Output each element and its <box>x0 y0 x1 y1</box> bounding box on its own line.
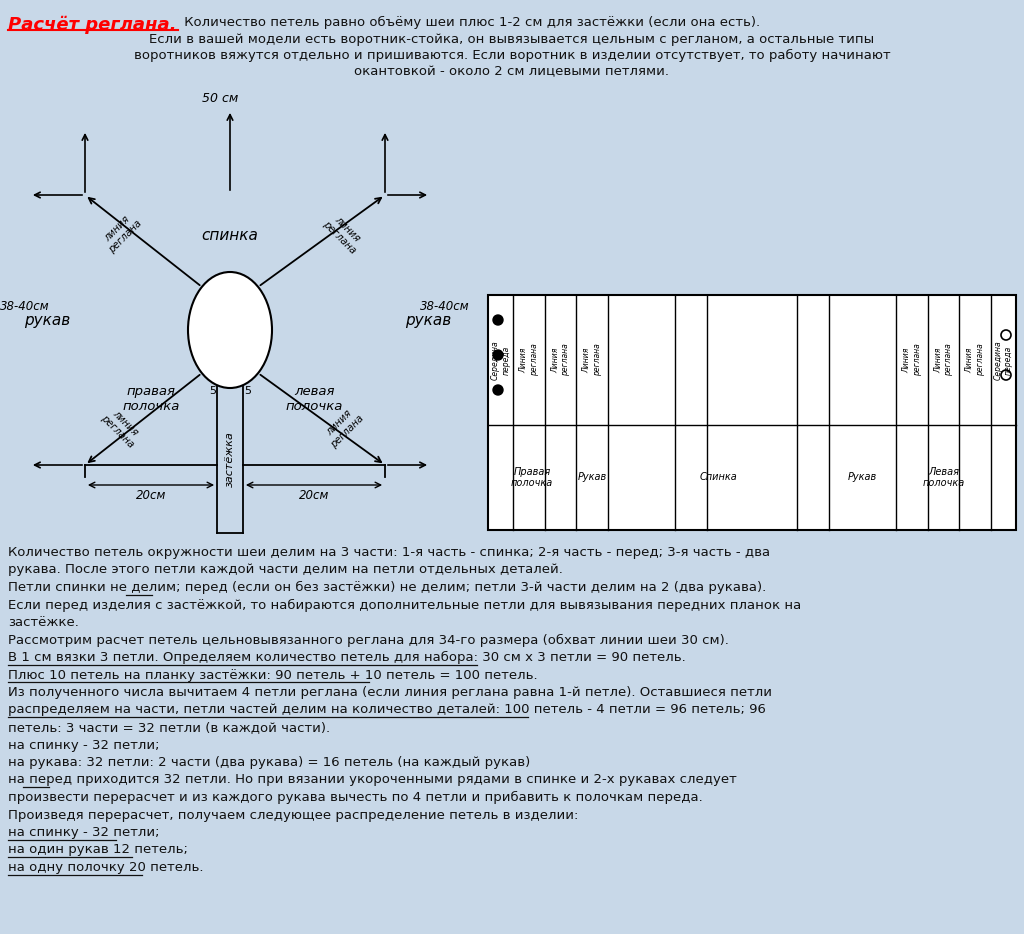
Text: на одну полочку 20 петель.: на одну полочку 20 петель. <box>8 861 204 874</box>
Text: Количество петель окружности шеи делим на 3 части: 1-я часть - спинка; 2-я часть: Количество петель окружности шеи делим н… <box>8 546 770 559</box>
Text: Из полученного числа вычитаем 4 петли реглана (если линия реглана равна 1-й петл: Из полученного числа вычитаем 4 петли ре… <box>8 686 772 699</box>
Text: Правая
полочка: Правая полочка <box>511 467 553 488</box>
Text: Рукав: Рукав <box>578 473 606 483</box>
Text: на спинку - 32 петли;: на спинку - 32 петли; <box>8 739 160 752</box>
Text: 38-40см: 38-40см <box>0 300 50 313</box>
Text: окантовкой - около 2 см лицевыми петлями.: окантовкой - около 2 см лицевыми петлями… <box>354 65 670 78</box>
Text: Плюс 10 петель на планку застёжки: 90 петель + 10 петель = 100 петель.: Плюс 10 петель на планку застёжки: 90 пе… <box>8 669 538 682</box>
Text: Расчёт реглана.: Расчёт реглана. <box>8 16 176 35</box>
Text: петель: 3 части = 32 петли (в каждой части).: петель: 3 части = 32 петли (в каждой час… <box>8 721 330 734</box>
Text: застёжка: застёжка <box>225 432 234 488</box>
Text: Середина
переда: Середина переда <box>993 340 1013 380</box>
Text: Если перед изделия с застёжкой, то набираются дополнительные петли для вывязыван: Если перед изделия с застёжкой, то набир… <box>8 599 801 612</box>
Text: 20см: 20см <box>136 489 166 502</box>
Text: 5: 5 <box>209 386 216 396</box>
Text: распределяем на части, петли частей делим на количество деталей: 100 петель - 4 : распределяем на части, петли частей дели… <box>8 703 766 716</box>
Circle shape <box>493 350 503 360</box>
Text: Линия
реглана: Линия реглана <box>583 344 602 376</box>
Text: Если в вашей модели есть воротник-стойка, он вывязывается цельным с регланом, а : Если в вашей модели есть воротник-стойка… <box>150 33 874 46</box>
Text: на спинку - 32 петли;: на спинку - 32 петли; <box>8 826 160 839</box>
Text: Линия
реглана: Линия реглана <box>902 344 922 376</box>
Ellipse shape <box>188 272 272 388</box>
Circle shape <box>493 385 503 395</box>
Text: застёжке.: застёжке. <box>8 616 79 629</box>
Circle shape <box>493 315 503 325</box>
Text: Линия
реглана: Линия реглана <box>966 344 985 376</box>
Text: Спинка: Спинка <box>699 473 737 483</box>
Text: левая
полочка: левая полочка <box>286 385 343 413</box>
Text: рукав: рукав <box>24 313 70 328</box>
Text: Линия
реглана: Линия реглана <box>934 344 953 376</box>
Text: воротников вяжутся отдельно и пришиваются. Если воротник в изделии отсутствует, : воротников вяжутся отдельно и пришиваютс… <box>134 49 890 62</box>
Text: Линия
реглана: Линия реглана <box>519 344 539 376</box>
Text: Произведя перерасчет, получаем следующее распределение петель в изделии:: Произведя перерасчет, получаем следующее… <box>8 809 579 822</box>
Text: Рукав: Рукав <box>848 473 877 483</box>
Text: 38-40см: 38-40см <box>420 300 470 313</box>
Text: Середина
переда: Середина переда <box>490 340 510 380</box>
Text: линия
реглана: линия реглана <box>322 404 366 449</box>
Text: рукава. После этого петли каждой части делим на петли отдельных деталей.: рукава. После этого петли каждой части д… <box>8 563 563 576</box>
Text: Количество петель равно объёму шеи плюс 1-2 см для застёжки (если она есть).: Количество петель равно объёму шеи плюс … <box>180 16 760 29</box>
Text: линия
реглана: линия реглана <box>99 210 144 255</box>
Text: Рассмотрим расчет петель цельновывязанного реглана для 34-го размера (обхват лин: Рассмотрим расчет петель цельновывязанно… <box>8 633 729 646</box>
Text: 20см: 20см <box>299 489 329 502</box>
Bar <box>488 295 1016 530</box>
Text: рукав: рукав <box>404 313 452 328</box>
Text: В 1 см вязки 3 петли. Определяем количество петель для набора: 30 см х 3 петли =: В 1 см вязки 3 петли. Определяем количес… <box>8 651 686 664</box>
Text: линия
реглана: линия реглана <box>322 210 366 255</box>
Text: спинка: спинка <box>202 228 258 243</box>
Text: Левая
полочка: Левая полочка <box>923 467 965 488</box>
Text: произвести перерасчет и из каждого рукава вычесть по 4 петли и прибавить к полоч: произвести перерасчет и из каждого рукав… <box>8 791 702 804</box>
Text: на рукава: 32 петли: 2 части (два рукава) = 16 петель (на каждый рукав): на рукава: 32 петли: 2 части (два рукава… <box>8 756 530 769</box>
Text: Линия
реглана: Линия реглана <box>551 344 570 376</box>
Text: правая
полочка: правая полочка <box>122 385 179 413</box>
Text: 50 см: 50 см <box>202 92 239 105</box>
Text: Петли спинки не делим; перед (если он без застёжки) не делим; петли 3-й части де: Петли спинки не делим; перед (если он бе… <box>8 581 766 594</box>
Text: на один рукав 12 петель;: на один рукав 12 петель; <box>8 843 187 856</box>
Text: 5: 5 <box>244 386 251 396</box>
Text: линия
реглана: линия реглана <box>99 404 144 449</box>
Text: на перед приходится 32 петли. Но при вязании укороченными рядами в спинке и 2-х : на перед приходится 32 петли. Но при вяз… <box>8 773 736 786</box>
